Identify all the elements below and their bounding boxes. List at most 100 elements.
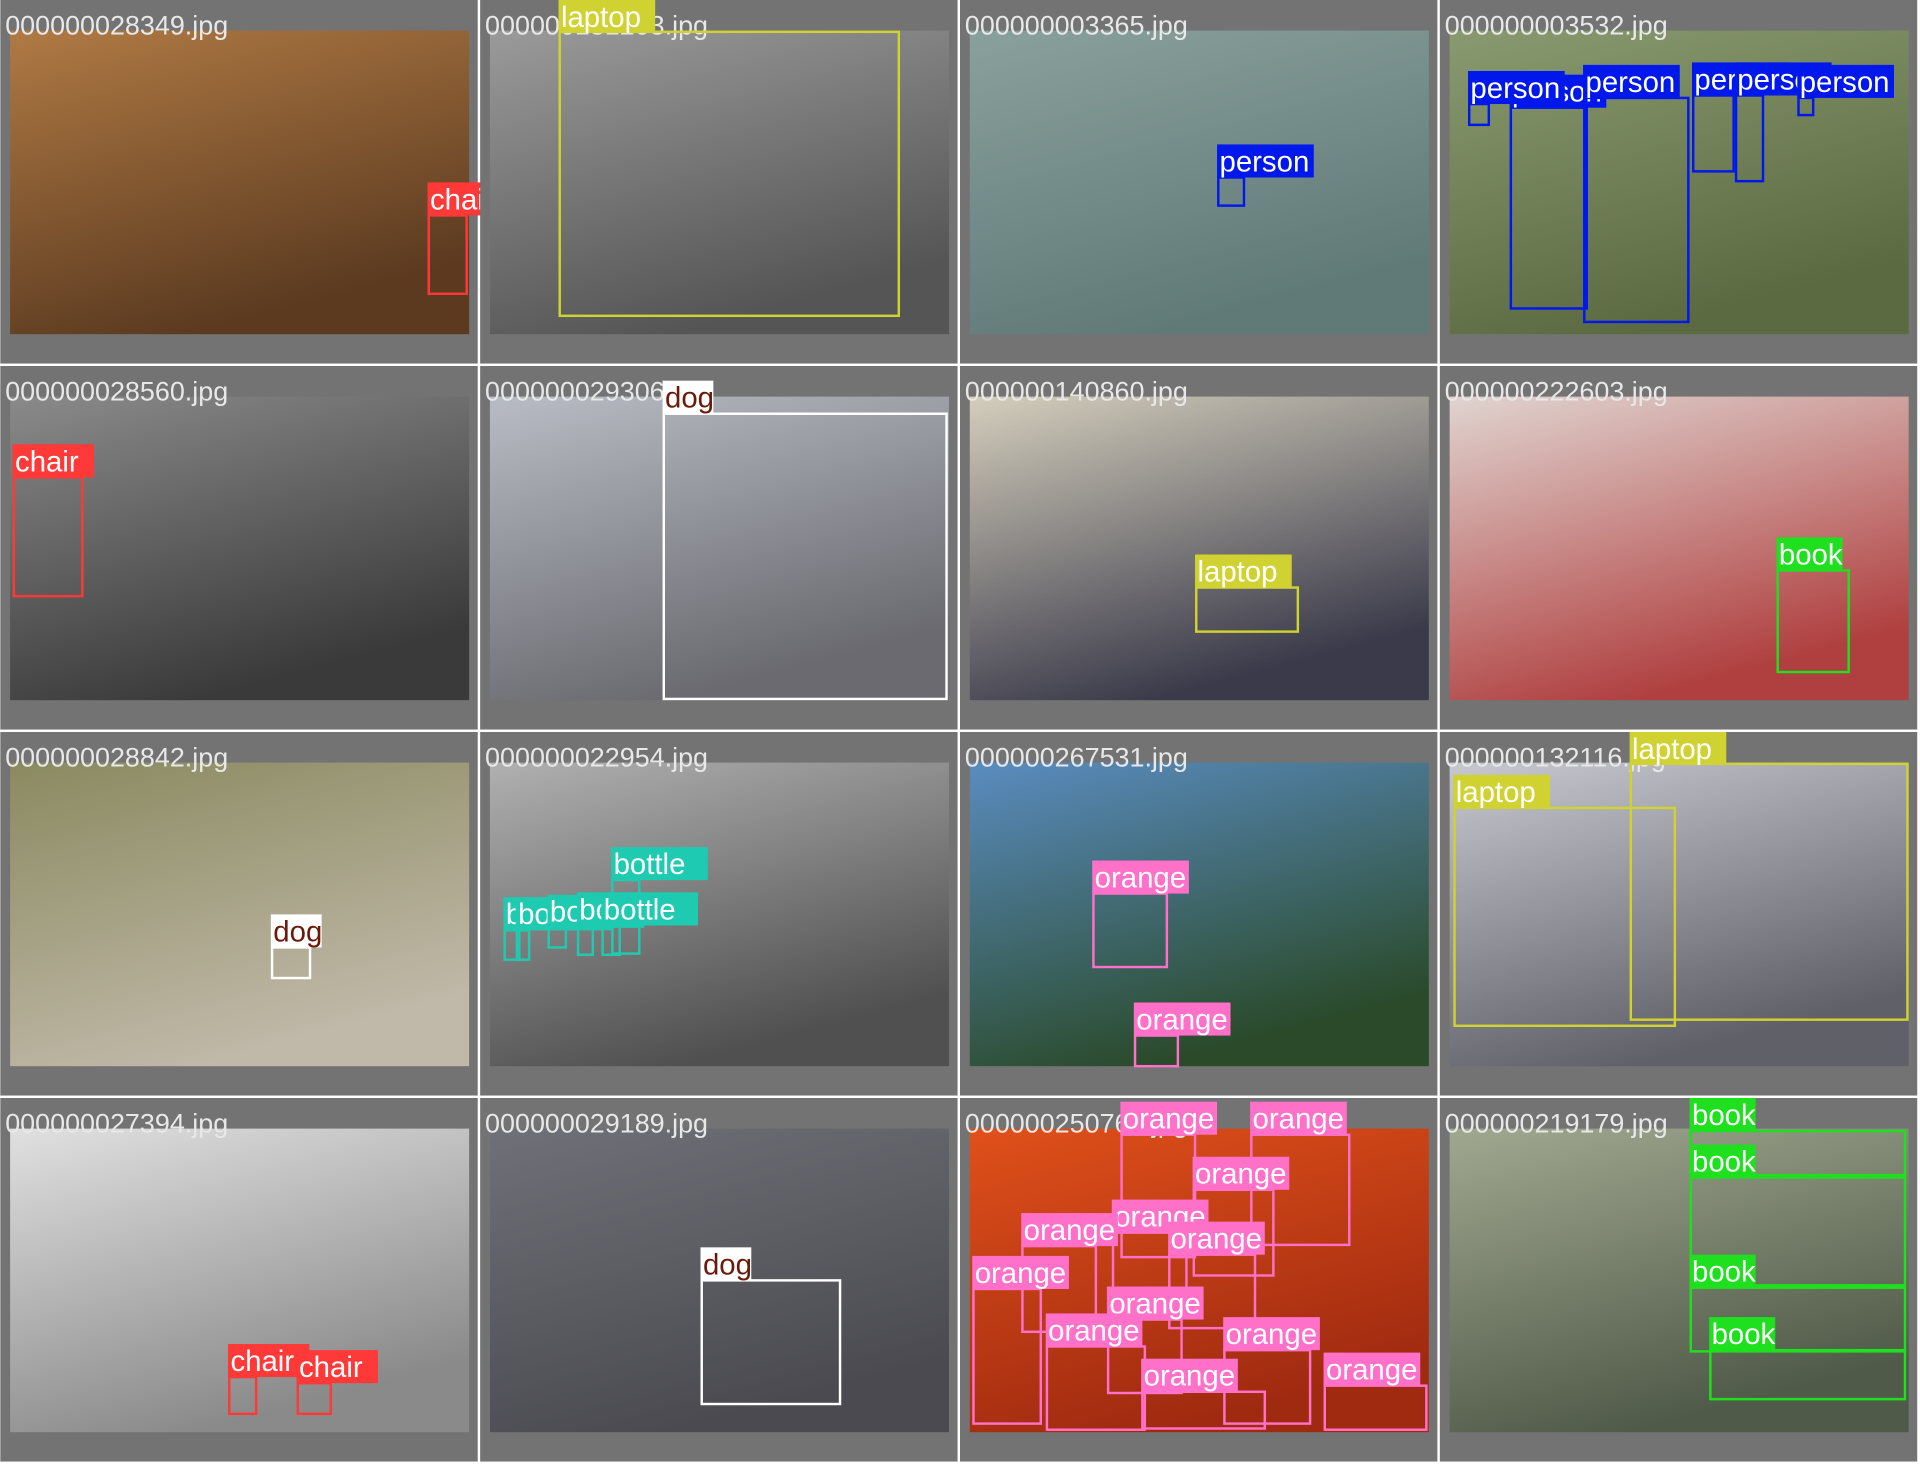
label-background — [1133, 1002, 1231, 1036]
photo — [489, 396, 949, 701]
class-label: orange — [1144, 1360, 1235, 1393]
filename: 000000028349.jpg — [5, 10, 228, 40]
filename: 000000028560.jpg — [5, 376, 228, 406]
class-label: orange — [1195, 1158, 1286, 1191]
label-background — [1168, 1221, 1265, 1255]
class-label: book — [1692, 1145, 1756, 1178]
tile: 000000022954.jpgbottlebottlebottlebottle… — [480, 732, 958, 1096]
photo — [489, 30, 949, 335]
class-label: laptop — [1456, 776, 1536, 809]
class-label: laptop — [561, 1, 641, 34]
bounding-box — [1453, 806, 1677, 1028]
label-background — [1776, 537, 1843, 571]
class-label: orange — [1326, 1354, 1417, 1387]
label-background — [1689, 1098, 1756, 1132]
bounding-box — [662, 412, 948, 701]
class-label: chair — [299, 1351, 363, 1384]
label-background — [228, 1344, 310, 1378]
label-background — [1045, 1313, 1143, 1347]
class-label: dog — [273, 915, 322, 948]
class-label: bottle — [614, 848, 686, 881]
tile: 000000219179.jpg book book book book — [1439, 1098, 1918, 1462]
label-background — [1092, 860, 1189, 894]
photo — [969, 396, 1429, 701]
label-background — [1250, 1101, 1347, 1135]
label-background — [270, 914, 322, 948]
class-label: person — [1800, 66, 1890, 99]
filename: 000000222603.jpg — [1445, 376, 1668, 406]
tile: 000000029189.jpg dog — [480, 1098, 958, 1462]
tile: 000000003365.jpg person — [960, 0, 1438, 364]
class-label: orange — [1048, 1314, 1139, 1347]
label-background — [12, 444, 94, 478]
photo — [969, 30, 1429, 335]
tile: 000000028842.jpg dog — [0, 732, 478, 1096]
class-label: orange — [975, 1257, 1066, 1290]
label-background — [1583, 64, 1680, 98]
tile: 000000222603.jpg book — [1439, 366, 1918, 730]
filename: 000000003365.jpg — [965, 10, 1188, 40]
label-background — [1467, 70, 1565, 105]
filename: 000000028842.jpg — [5, 742, 228, 772]
label-background — [558, 0, 656, 34]
class-label: person — [1470, 72, 1560, 105]
class-label: dog — [665, 382, 714, 415]
label-background — [1453, 774, 1551, 808]
label-background — [1223, 1317, 1320, 1351]
label-background — [1217, 144, 1314, 178]
class-label: orange — [1171, 1223, 1262, 1256]
class-label: laptop — [1632, 733, 1712, 766]
class-label: laptop — [1197, 555, 1277, 588]
class-label: orange — [1123, 1103, 1214, 1136]
label-background — [1141, 1358, 1238, 1392]
class-label: person — [1586, 66, 1676, 99]
class-label: orange — [1226, 1318, 1317, 1351]
filename: 000000003532.jpg — [1445, 10, 1668, 40]
tile: 000000140860.jpg laptop — [960, 366, 1438, 730]
filename: 000000029189.jpg — [485, 1108, 708, 1138]
photo — [1449, 762, 1909, 1067]
label-background — [700, 1247, 752, 1281]
class-label: book — [1692, 1256, 1756, 1289]
bounding-box — [1629, 762, 1909, 1021]
class-label: book — [1692, 1099, 1756, 1132]
label-background — [1689, 1254, 1756, 1288]
photo — [10, 396, 470, 701]
tile: 000000027394.jpg chair chair — [0, 1098, 478, 1462]
class-label: orange — [1024, 1214, 1115, 1247]
class-label: chair — [230, 1345, 294, 1378]
label-background — [1323, 1352, 1421, 1386]
class-label: dog — [703, 1248, 752, 1281]
class-label: book — [1779, 538, 1843, 571]
filename: 000000027394.jpg — [5, 1108, 228, 1138]
photo — [10, 762, 470, 1067]
class-label: bottle — [604, 893, 676, 926]
label-background — [611, 847, 708, 881]
filename: 000000132116.jpg — [1445, 742, 1666, 772]
label-background — [1689, 1144, 1756, 1178]
label-background — [1120, 1101, 1218, 1135]
label-background — [296, 1350, 378, 1384]
label-background — [601, 892, 699, 926]
filename: 000000022954.jpg — [485, 742, 708, 772]
label-background — [1629, 732, 1727, 766]
bounding-box — [1689, 1176, 1907, 1287]
bounding-box — [1709, 1348, 1907, 1401]
bounding-box — [700, 1279, 842, 1406]
tile: 000000267531.jpg orange orange — [960, 732, 1438, 1096]
photo — [1449, 1128, 1909, 1433]
label-background — [972, 1255, 1069, 1289]
label-background — [1797, 64, 1894, 98]
filename: 000000267531.jpg — [965, 742, 1188, 772]
class-label: orange — [1095, 861, 1186, 894]
label-background — [1195, 554, 1292, 588]
photo — [10, 1128, 470, 1433]
class-label: orange — [1253, 1103, 1344, 1136]
